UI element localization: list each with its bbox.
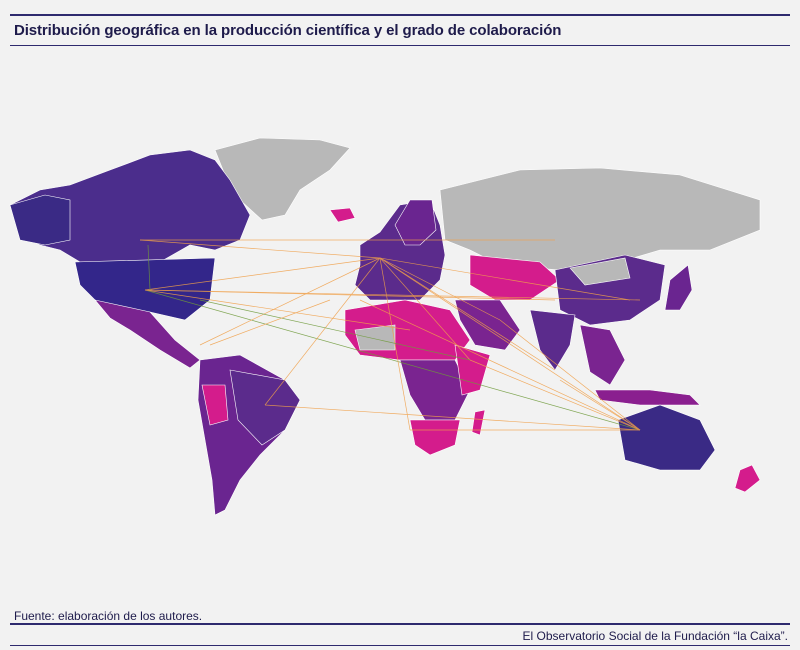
- footer-rule-bottom: [10, 645, 790, 646]
- link: [469, 359, 641, 431]
- top-rule: [10, 14, 790, 16]
- iceland: [329, 207, 356, 223]
- link: [379, 257, 641, 431]
- link: [144, 289, 411, 331]
- link: [264, 404, 641, 431]
- link: [359, 299, 641, 431]
- east-africa: [454, 344, 491, 396]
- madagascar: [471, 409, 486, 436]
- link: [199, 257, 381, 346]
- link: [379, 257, 471, 361]
- mongolia: [569, 257, 631, 286]
- link: [559, 379, 641, 431]
- australia: [617, 404, 716, 471]
- link: [209, 299, 331, 346]
- andes-region: [201, 384, 229, 426]
- link: [139, 239, 381, 259]
- source-note: Fuente: elaboración de los autores.: [14, 609, 203, 623]
- link: [199, 299, 471, 361]
- link: [379, 257, 501, 321]
- scandinavia: [394, 199, 437, 246]
- footer-rule-top: [10, 623, 790, 625]
- link: [379, 257, 556, 371]
- mexico-central-america: [94, 299, 201, 369]
- link: [499, 319, 641, 431]
- central-asia: [469, 254, 561, 301]
- southeast-asia: [579, 324, 626, 386]
- credit-note: El Observatorio Social de la Fundación “…: [522, 629, 788, 643]
- link: [144, 257, 381, 291]
- collaboration-links: [139, 239, 641, 431]
- india: [529, 309, 576, 371]
- world-map: [9, 137, 761, 516]
- link: [147, 244, 151, 291]
- russia: [439, 167, 761, 271]
- link: [379, 257, 411, 431]
- southern-africa: [409, 419, 461, 456]
- link: [144, 289, 556, 301]
- indonesia: [594, 389, 701, 406]
- japan: [664, 264, 693, 311]
- new-zealand: [734, 464, 761, 493]
- chart-title: Distribución geográfica en la producción…: [14, 22, 562, 39]
- link: [379, 257, 631, 301]
- title-rule: [10, 45, 790, 46]
- link: [144, 289, 641, 431]
- sahara-nodata: [354, 324, 396, 351]
- alaska: [9, 194, 71, 246]
- link: [264, 257, 381, 406]
- land-masses: [9, 137, 761, 516]
